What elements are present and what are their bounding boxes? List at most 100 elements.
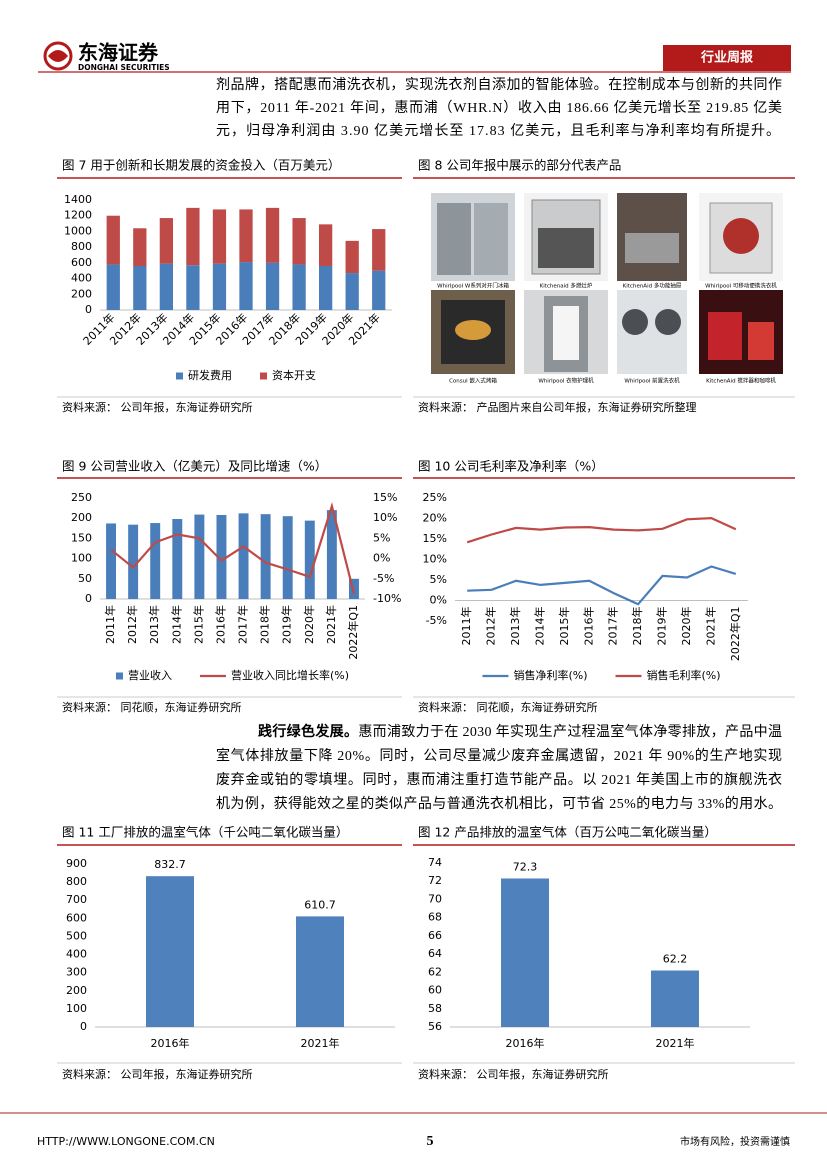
bar — [238, 513, 249, 599]
y-tick-label: 64 — [428, 947, 442, 960]
x-tick-label: 2021年 — [703, 607, 717, 646]
x-tick-label: 2021年 — [301, 1036, 340, 1050]
y2-tick-label: 15% — [373, 491, 397, 504]
bar — [372, 270, 386, 310]
data-label: 832.7 — [154, 858, 186, 871]
y2-tick-label: 5% — [373, 531, 390, 544]
bar — [212, 263, 227, 310]
x-tick-label: 2021年 — [656, 1036, 695, 1050]
y-tick-label: 500 — [66, 929, 87, 942]
y-tick-label: 800 — [71, 240, 92, 253]
bar — [239, 209, 253, 263]
logo-en: DONGHAI SECURITIES — [78, 63, 170, 72]
figure-source: 资料来源： 公司年报，东海证券研究所 — [62, 1067, 253, 1081]
product-shape — [748, 322, 774, 360]
bar — [186, 265, 200, 310]
x-tick-label: 2020年 — [679, 607, 693, 646]
y-tick-label: 1200 — [64, 209, 92, 222]
tag-box — [663, 45, 791, 71]
y-tick-label: 200 — [71, 287, 92, 300]
bar — [194, 514, 205, 599]
legend-label: 销售毛利率(%) — [647, 668, 721, 682]
figure-source: 资料来源： 同花顺，东海证券研究所 — [418, 700, 598, 714]
bar — [326, 510, 337, 599]
line-series — [467, 565, 737, 606]
product-shape — [625, 233, 679, 263]
logo-cn: 东海证券 — [78, 41, 159, 65]
x-tick-label: 2017年 — [606, 607, 620, 646]
x-tick-label: 2022年Q1 — [728, 607, 742, 662]
legend-swatch — [115, 672, 123, 680]
x-tick-label: 2018年 — [630, 607, 644, 646]
figure-caption: 图 12 产品排放的温室气体（百万公吨二氧化碳当量） — [418, 825, 717, 840]
y-tick-label: 600 — [66, 911, 87, 924]
x-tick-label: 2011年 — [103, 605, 117, 644]
bar — [319, 224, 333, 266]
y-tick-label: 400 — [66, 948, 87, 961]
figure-caption: 图 9 公司营业收入（亿美元）及同比增速（%） — [62, 459, 327, 474]
product-label: Kitchenaid 多燃灶炉 — [540, 282, 593, 290]
y-tick-label: 56 — [428, 1020, 442, 1033]
data-label: 610.7 — [304, 898, 336, 911]
y-tick-label: 0 — [80, 1020, 87, 1033]
bar — [265, 262, 280, 310]
bar — [651, 970, 699, 1027]
y-tick-label: 0% — [430, 594, 447, 607]
y-tick-label: 72 — [428, 874, 442, 887]
bar — [106, 264, 120, 310]
paragraph-line: 剂品牌，搭配惠而浦洗衣机，实现洗衣剂自添加的智能体验。在控制成本与创新的共同作 — [216, 76, 782, 93]
x-tick-label: 2016年 — [581, 607, 595, 646]
bar — [150, 523, 161, 599]
x-tick-label: 2016年 — [151, 1036, 190, 1050]
bar — [133, 228, 147, 266]
legend-swatch — [176, 372, 183, 380]
paragraph-line: 机为例，获得能效之星的类似产品与普通洗衣机相比，可节省 25%的电力与 33%的… — [216, 795, 782, 812]
bar — [239, 262, 253, 310]
x-tick-label: 2014年 — [169, 605, 183, 644]
logo-icon-inner — [48, 50, 68, 62]
y-tick-label: 62 — [428, 965, 442, 978]
bar — [319, 266, 333, 310]
y-tick-label: 5% — [430, 573, 447, 586]
x-tick-label: 2012年 — [125, 605, 139, 644]
product-shape — [474, 203, 508, 275]
legend-label: 营业收入 — [128, 668, 172, 682]
x-tick-label: 2015年 — [557, 607, 571, 646]
y-tick-label: 100 — [71, 552, 92, 565]
y-tick-label: 800 — [66, 875, 87, 888]
y-tick-label: 10% — [423, 553, 447, 566]
product-shape — [553, 306, 579, 360]
product-shape — [437, 203, 471, 275]
y-tick-label: 20% — [423, 512, 447, 525]
x-tick-label: 2015年 — [191, 605, 205, 644]
y-tick-label: 100 — [66, 1002, 87, 1015]
product-shape — [708, 312, 742, 360]
bar — [372, 229, 386, 271]
paragraph-line: 废弃金或铂的零填埋。同时，惠而浦注重打造节能产品。以 2021 年美国上市的旗舰… — [216, 771, 782, 788]
bar — [159, 263, 173, 310]
legend-swatch — [260, 372, 267, 380]
y-tick-label: 900 — [66, 857, 87, 870]
x-tick-label: 2022年Q1 — [346, 605, 360, 660]
y-tick-label: 68 — [428, 911, 442, 924]
bar — [501, 878, 549, 1027]
figure-source: 资料来源： 同花顺，东海证券研究所 — [62, 700, 242, 714]
y-tick-label: 1400 — [64, 193, 92, 206]
line-series — [110, 502, 356, 594]
bar — [106, 215, 120, 265]
x-tick-label: 2016年 — [506, 1036, 545, 1050]
product-label: Consul 嵌入式烤箱 — [449, 377, 497, 385]
footer-url: HTTP://WWW.LONGONE.COM.CN — [37, 1135, 215, 1148]
y-tick-label: 600 — [71, 256, 92, 269]
x-tick-label: 2019年 — [655, 607, 669, 646]
page-number: 5 — [427, 1134, 434, 1149]
y-tick-label: 50 — [78, 572, 92, 585]
x-tick-label: 2019年 — [280, 605, 294, 644]
product-images — [431, 193, 783, 374]
legend-label: 研发费用 — [188, 368, 232, 382]
bar — [282, 516, 293, 599]
y2-tick-label: -5% — [373, 572, 394, 585]
paragraph-line: 室气体排放量下降 20%。同时，公司尽量减少废弃金属遗留，2021 年 90%的… — [216, 747, 782, 764]
